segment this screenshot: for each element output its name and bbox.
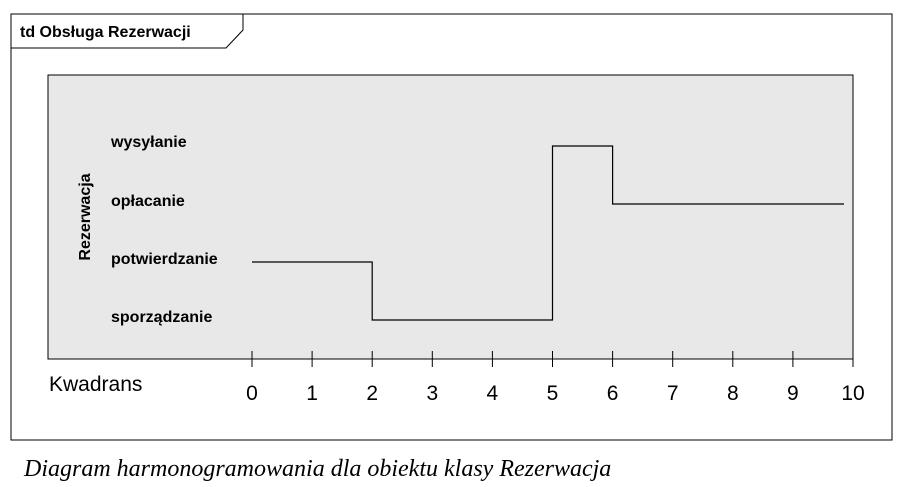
- time-axis-name: Kwadrans: [49, 373, 142, 396]
- axis-tick-label: 9: [787, 382, 799, 405]
- state-label: potwierdzanie: [111, 251, 218, 268]
- diagram-caption: Diagram harmonogramowania dla obiektu kl…: [23, 456, 611, 482]
- axis-tick-label: 5: [547, 382, 559, 405]
- axis-tick-label: 6: [607, 382, 619, 405]
- axis-tick-label: 10: [841, 382, 864, 405]
- state-label: sporządzanie: [111, 309, 212, 326]
- axis-tick-label: 0: [246, 382, 258, 405]
- axis-tick-label: 4: [487, 382, 499, 405]
- state-label: wysyłanie: [110, 134, 187, 151]
- state-labels: sporządzanie potwierdzanie opłacanie wysyła…: [110, 134, 218, 326]
- axis-tick-label: 1: [306, 382, 318, 405]
- state-label: opłacanie: [111, 193, 185, 210]
- frame-title: td Obsługa Rezerwacji: [20, 24, 191, 41]
- axis-tick-label: 3: [426, 382, 438, 405]
- frame-name-tab: [10, 13, 244, 49]
- axis-tick-label: 8: [727, 382, 739, 405]
- time-axis-ticks: 0 1 2 3 4 5 6 7 8 9 10: [246, 351, 865, 405]
- axis-tick-label: 7: [667, 382, 679, 405]
- axis-tick-label: 2: [366, 382, 378, 405]
- state-timeline: [252, 145, 844, 321]
- lifeline-label: Rezerwacja: [77, 173, 94, 260]
